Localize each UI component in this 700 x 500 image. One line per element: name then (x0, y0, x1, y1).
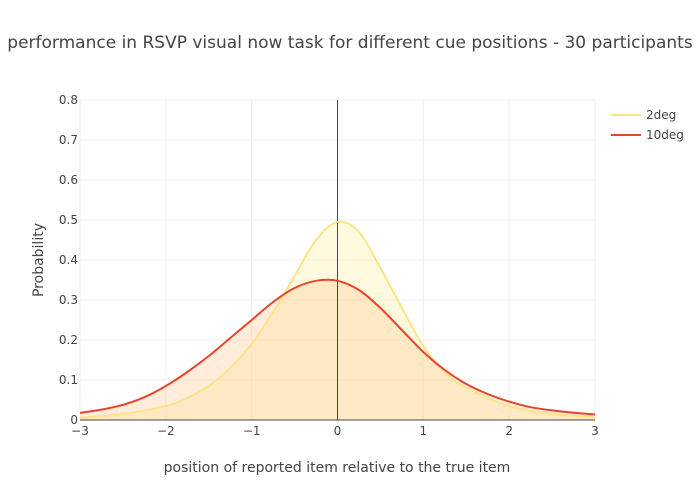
x-tick-label-2: −1 (243, 424, 261, 438)
x-tick-label-5: 2 (505, 424, 513, 438)
y-tick-label-7: 0.7 (59, 133, 78, 147)
y-axis-title: Probability (31, 223, 47, 297)
chart-title: performance in RSVP visual now task for … (7, 33, 693, 53)
x-tick-label-3: 0 (334, 424, 342, 438)
y-tick-label-3: 0.3 (59, 293, 78, 307)
y-tick-label-5: 0.5 (59, 213, 78, 227)
legend-label-2deg: 2deg (646, 108, 676, 122)
y-tick-label-1: 0.1 (59, 373, 78, 387)
legend-label-10deg: 10deg (646, 128, 684, 142)
x-tick-label-4: 1 (420, 424, 428, 438)
line-layer (79, 220, 596, 419)
series-line-10deg (79, 278, 596, 416)
axis-layer (80, 100, 595, 421)
y-tick-label-8: 0.8 (59, 93, 78, 107)
y-tick-label-4: 0.4 (59, 253, 78, 267)
legend[interactable]: 2deg 10deg (611, 108, 684, 142)
y-tick-label-2: 0.2 (59, 333, 78, 347)
y-tick-label-0: 0 (70, 413, 78, 427)
y-tick-label-6: 0.6 (59, 173, 78, 187)
x-axis-title: position of reported item relative to th… (164, 460, 511, 476)
series-line-2deg (79, 220, 596, 419)
tick-layer: −3 −2 −1 0 1 2 3 0 0.1 0.2 0.3 0.4 0.5 0.6 0.7 0.8 (59, 93, 599, 438)
x-tick-label-0: −3 (71, 424, 89, 438)
x-tick-label-6: 3 (591, 424, 599, 438)
x-tick-label-1: −2 (157, 424, 175, 438)
